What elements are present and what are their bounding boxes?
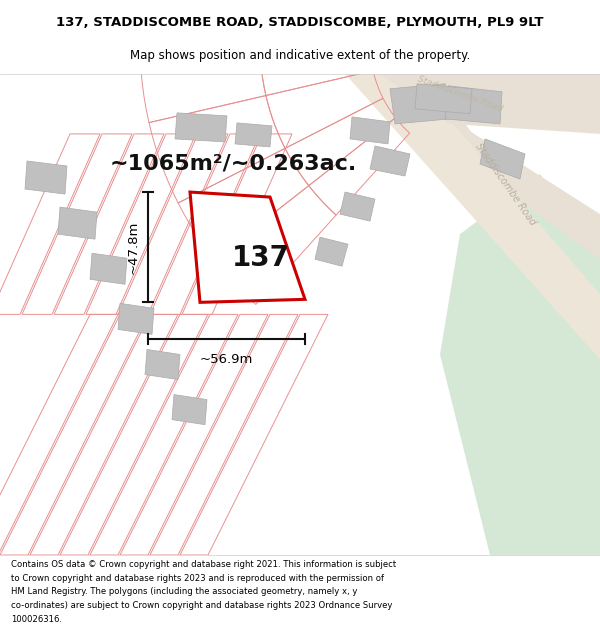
Text: 137, STADDISCOMBE ROAD, STADDISCOMBE, PLYMOUTH, PL9 9LT: 137, STADDISCOMBE ROAD, STADDISCOMBE, PL… bbox=[56, 16, 544, 29]
Polygon shape bbox=[370, 146, 410, 176]
Text: HM Land Registry. The polygons (including the associated geometry, namely x, y: HM Land Registry. The polygons (includin… bbox=[11, 588, 357, 596]
Polygon shape bbox=[350, 117, 390, 144]
Polygon shape bbox=[175, 113, 227, 142]
Polygon shape bbox=[340, 192, 375, 221]
Text: ~56.9m: ~56.9m bbox=[200, 354, 253, 366]
Polygon shape bbox=[340, 74, 600, 134]
Polygon shape bbox=[58, 207, 97, 239]
Text: 137: 137 bbox=[232, 244, 290, 272]
Polygon shape bbox=[330, 74, 600, 359]
Polygon shape bbox=[172, 394, 207, 424]
Text: ~47.8m: ~47.8m bbox=[127, 221, 140, 274]
Polygon shape bbox=[235, 123, 272, 147]
Polygon shape bbox=[25, 161, 67, 194]
Text: co-ordinates) are subject to Crown copyright and database rights 2023 Ordnance S: co-ordinates) are subject to Crown copyr… bbox=[11, 601, 392, 610]
Polygon shape bbox=[445, 86, 502, 124]
Polygon shape bbox=[415, 84, 472, 114]
Polygon shape bbox=[375, 74, 600, 359]
Polygon shape bbox=[480, 139, 525, 179]
Polygon shape bbox=[315, 237, 348, 266]
Polygon shape bbox=[310, 74, 600, 259]
Text: ~1065m²/~0.263ac.: ~1065m²/~0.263ac. bbox=[110, 154, 357, 174]
Polygon shape bbox=[90, 253, 127, 284]
Polygon shape bbox=[118, 303, 154, 334]
Text: Staddiscombe Road: Staddiscombe Road bbox=[473, 141, 537, 227]
Text: to Crown copyright and database rights 2023 and is reproduced with the permissio: to Crown copyright and database rights 2… bbox=[11, 574, 384, 582]
Polygon shape bbox=[145, 349, 180, 379]
Polygon shape bbox=[390, 84, 450, 124]
Polygon shape bbox=[190, 192, 305, 302]
Polygon shape bbox=[440, 174, 600, 555]
Text: 100026316.: 100026316. bbox=[11, 614, 62, 624]
Text: Map shows position and indicative extent of the property.: Map shows position and indicative extent… bbox=[130, 49, 470, 62]
Text: Staddiscombe Road: Staddiscombe Road bbox=[416, 74, 504, 113]
Text: Contains OS data © Crown copyright and database right 2021. This information is : Contains OS data © Crown copyright and d… bbox=[11, 560, 396, 569]
